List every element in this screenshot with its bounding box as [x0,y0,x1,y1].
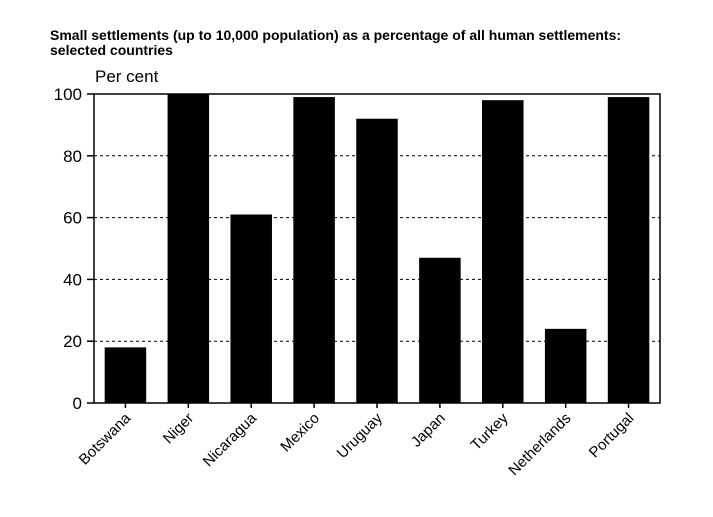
y-tick-label: 0 [73,394,82,413]
x-tick-label: Niger [160,410,197,447]
bar [607,97,650,403]
bar [230,214,272,403]
y-axis-label: Per cent [95,67,159,86]
x-tick-label: Nicaragua [200,409,261,470]
x-tick-label: Turkey [468,409,512,453]
x-tick-label: Uruguay [334,409,386,461]
bar [544,328,587,403]
bar [482,100,524,404]
x-tick-label: Botswana [76,409,135,468]
y-ticks: 0 20 40 60 80 100 [54,85,94,413]
y-tick-label: 80 [63,147,82,166]
y-tick-label: 100 [54,85,82,104]
y-tick-label: 60 [63,209,82,228]
bar [293,97,335,403]
x-tick-label: Portugal [586,410,638,462]
y-tick-label: 40 [63,270,82,289]
x-tick-label: Netherlands [505,410,574,479]
x-tick-label: Japan [408,410,449,451]
bar [104,347,147,403]
bar [419,257,461,403]
chart-title: Small settlements (up to 10,000 populati… [50,27,622,58]
bar [167,94,210,403]
x-tick-label: Mexico [277,410,323,456]
bar [356,118,398,403]
x-ticks: Botswana Niger Nicaragua Mexico Uruguay Japan… [76,403,638,479]
bars [104,94,650,404]
y-tick-label: 20 [63,332,82,351]
